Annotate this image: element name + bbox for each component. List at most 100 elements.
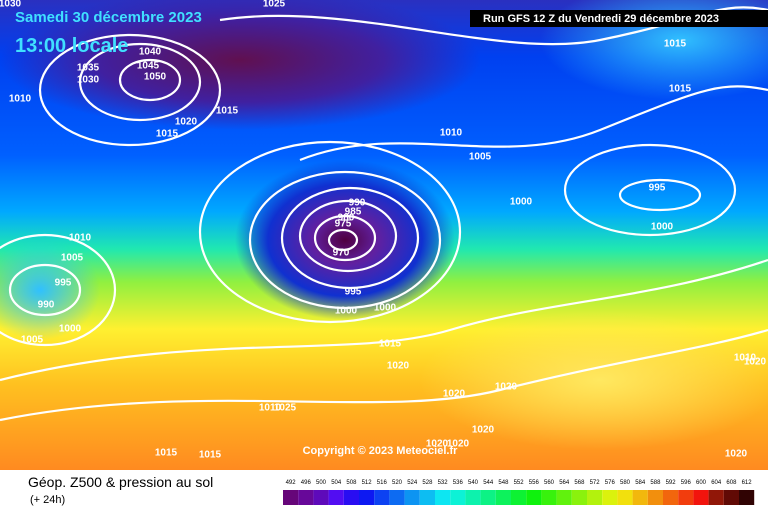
- legend-swatch: [389, 490, 405, 505]
- legend-swatch: [708, 490, 724, 505]
- low: [235, 160, 455, 320]
- isobar-label: 970: [333, 248, 350, 259]
- legend-swatch: [571, 490, 587, 505]
- footer-title: Géop. Z500 & pression au sol: [28, 474, 213, 490]
- isobar-label: 1020: [725, 449, 748, 460]
- legend-label: 544: [483, 480, 494, 486]
- isobar-label: 1010: [9, 94, 32, 105]
- isobar-label: 1010: [440, 128, 463, 139]
- legend-swatch: [343, 490, 359, 505]
- legend-label: 572: [590, 480, 601, 486]
- legend-swatch: [419, 490, 435, 505]
- legend-swatch: [678, 490, 694, 505]
- isobars: [0, 6, 768, 422]
- legend-label: 580: [620, 480, 631, 486]
- legend-label: 552: [514, 480, 525, 486]
- legend-label: 496: [301, 480, 312, 486]
- legend-swatch: [465, 490, 481, 505]
- legend-label: 600: [696, 480, 707, 486]
- legend-swatch: [404, 490, 420, 505]
- isobar-label: 1005: [61, 253, 84, 264]
- legend-label: 560: [544, 480, 555, 486]
- isobar-label: 1015: [669, 84, 692, 95]
- legend-label: 500: [316, 480, 327, 486]
- legend-swatch: [556, 490, 572, 505]
- legend-swatch: [663, 490, 679, 505]
- run-info: Run GFS 12 Z du Vendredi 29 décembre 202…: [483, 13, 719, 25]
- isobar-label: 1050: [144, 72, 167, 83]
- legend-label: 568: [574, 480, 585, 486]
- legend-swatch: [693, 490, 709, 505]
- isobar-label: 1005: [21, 335, 44, 346]
- legend-label: 512: [362, 480, 373, 486]
- legend-label: 604: [711, 480, 722, 486]
- legend-swatch: [298, 490, 314, 505]
- legend-label: 612: [742, 480, 753, 486]
- legend-label: 576: [605, 480, 616, 486]
- legend-swatch: [511, 490, 527, 505]
- isobar-label: 1015: [156, 129, 179, 140]
- legend-label: 548: [498, 480, 509, 486]
- isobar-label: 1020: [447, 439, 470, 450]
- legend-label: 504: [331, 480, 342, 486]
- isobar-label: 1010: [734, 353, 757, 364]
- isobar-label: 1020: [443, 389, 466, 400]
- run-box: [470, 10, 768, 27]
- legend-swatch: [647, 490, 663, 505]
- legend-label: 592: [666, 480, 677, 486]
- isobar-label: 1025: [263, 0, 286, 10]
- legend-swatch: [359, 490, 375, 505]
- legend-swatch: [495, 490, 511, 505]
- isobar-label: 995: [55, 278, 72, 289]
- isobar-label: 1020: [472, 425, 495, 436]
- isobar-label: 1040: [139, 47, 162, 58]
- isobar-label: 995: [649, 183, 666, 194]
- isobar-label: 1020: [387, 361, 410, 372]
- isobar-label: 1010: [69, 233, 92, 244]
- legend-swatch: [450, 490, 466, 505]
- date: Samedi 30 décembre 2023: [15, 9, 202, 26]
- legend-swatch: [587, 490, 603, 505]
- legend-label: 508: [346, 480, 357, 486]
- legend-swatch: [374, 490, 390, 505]
- legend-swatch: [480, 490, 496, 505]
- isobar-label: 1015: [379, 339, 402, 350]
- isobar-label: 1015: [664, 39, 687, 50]
- legend-label: 516: [377, 480, 388, 486]
- isobar-label: 990: [38, 300, 55, 311]
- isobar-label: 980: [338, 213, 355, 224]
- legend-swatch: [435, 490, 451, 505]
- lead-time: (+ 24h): [30, 494, 65, 506]
- isobar-label: 985: [345, 207, 362, 218]
- isobar-label: 1020: [426, 439, 449, 450]
- legend-swatch: [723, 490, 739, 505]
- legend-swatch: [739, 490, 755, 505]
- isobar-label: 1000: [335, 306, 358, 317]
- legend-label: 588: [650, 480, 661, 486]
- legend-label: 524: [407, 480, 418, 486]
- legend-label: 564: [559, 480, 570, 486]
- legend-swatch: [313, 490, 329, 505]
- isobar-label: 1030: [0, 0, 22, 10]
- legend-swatch: [617, 490, 633, 505]
- isobar-label: 1005: [469, 152, 492, 163]
- isobar-label: 1000: [651, 222, 674, 233]
- isobar-label: 1020: [495, 382, 518, 393]
- legend-label: 584: [635, 480, 646, 486]
- legend-label: 532: [438, 480, 449, 486]
- isobar-label: 990: [349, 198, 366, 209]
- isobar-label: 1015: [216, 106, 239, 117]
- legend-swatch: [602, 490, 618, 505]
- legend-label: 520: [392, 480, 403, 486]
- time: 13:00 locale: [15, 35, 128, 57]
- legend-swatch: [526, 490, 542, 505]
- isobar-label: 1000: [510, 197, 533, 208]
- isobar-label: 1015: [199, 450, 222, 461]
- legend-swatch: [328, 490, 344, 505]
- legend-label: 596: [681, 480, 692, 486]
- legend-label: 492: [286, 480, 297, 486]
- legend-label: 528: [422, 480, 433, 486]
- legend-label: 608: [726, 480, 737, 486]
- isobar-label: 1030: [77, 75, 100, 86]
